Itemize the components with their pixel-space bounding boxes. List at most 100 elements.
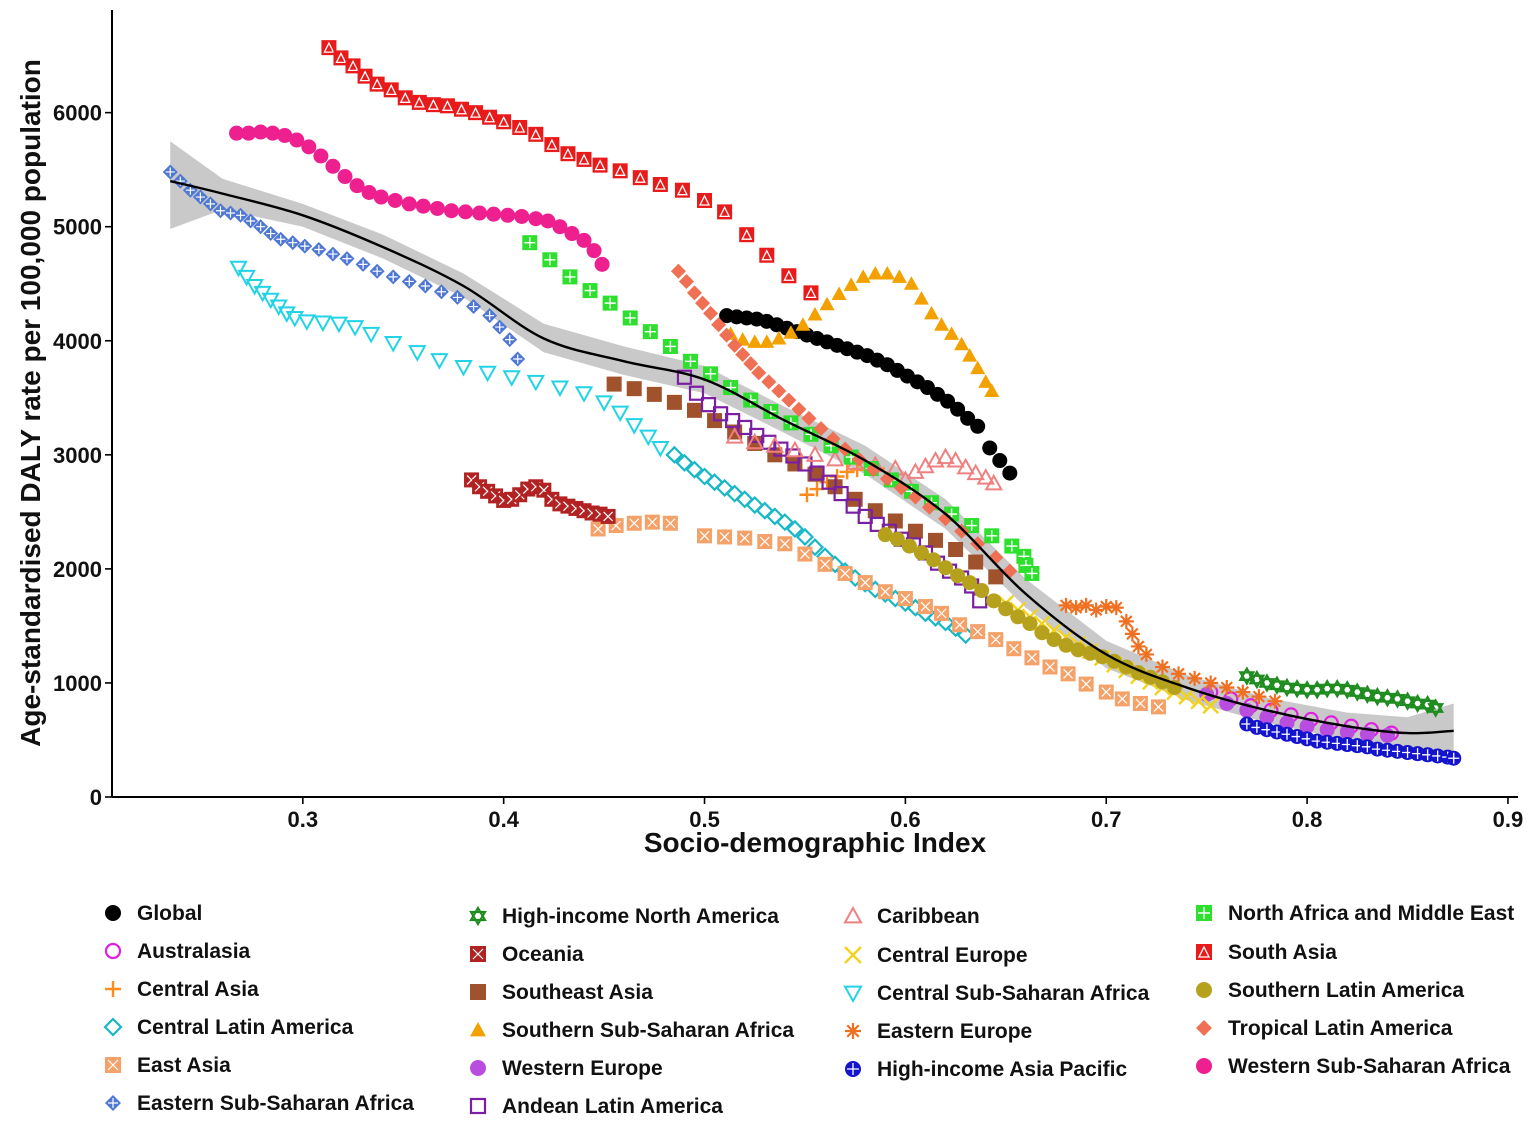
data-point bbox=[757, 534, 773, 550]
data-point bbox=[821, 474, 837, 490]
data-point bbox=[337, 169, 353, 185]
data-point bbox=[1132, 695, 1148, 711]
data-point bbox=[576, 232, 592, 248]
data-point bbox=[253, 219, 269, 235]
data-point bbox=[202, 196, 218, 212]
data-point bbox=[759, 247, 775, 263]
data-point bbox=[1034, 625, 1050, 641]
data-point bbox=[1010, 609, 1026, 625]
legend-label: Southern Latin America bbox=[1228, 979, 1464, 1002]
data-point bbox=[877, 527, 893, 543]
data-point bbox=[1339, 724, 1355, 740]
data-point bbox=[785, 519, 804, 539]
data-point bbox=[1006, 641, 1022, 657]
data-point bbox=[662, 338, 678, 354]
legend-marker bbox=[845, 1023, 861, 1039]
data-point bbox=[675, 453, 694, 472]
legend-label: Western Sub-Saharan Africa bbox=[1228, 1055, 1511, 1078]
data-point bbox=[982, 440, 998, 456]
data-point bbox=[950, 401, 966, 417]
x-axis-title: Socio-demographic Index bbox=[644, 827, 987, 858]
data-point bbox=[1078, 676, 1094, 692]
legend-marker bbox=[845, 1061, 861, 1077]
data-point bbox=[610, 405, 630, 423]
data-point bbox=[839, 464, 855, 480]
data-point bbox=[670, 263, 686, 279]
data-point bbox=[1004, 538, 1020, 554]
data-point bbox=[1002, 465, 1018, 481]
data-point bbox=[903, 276, 919, 290]
legend-label: Central Europe bbox=[877, 944, 1028, 967]
data-point bbox=[528, 126, 544, 142]
data-point bbox=[801, 410, 817, 426]
legend-item: Andean Latin America bbox=[469, 1095, 723, 1118]
data-point bbox=[703, 305, 719, 321]
data-point bbox=[626, 381, 642, 397]
legend-marker bbox=[105, 905, 121, 921]
data-point bbox=[891, 269, 907, 283]
data-point bbox=[761, 374, 777, 390]
legend-label: Tropical Latin America bbox=[1228, 1017, 1453, 1040]
legend-item: North Africa and Middle East bbox=[1196, 902, 1514, 925]
y-tick-label: 1000 bbox=[53, 671, 102, 696]
trend-line-layer bbox=[169, 179, 1454, 735]
data-point bbox=[1046, 632, 1062, 648]
data-point bbox=[401, 273, 417, 289]
data-point bbox=[797, 546, 813, 562]
data-point bbox=[865, 462, 881, 478]
legend-marker bbox=[1196, 1020, 1212, 1036]
data-point bbox=[1088, 602, 1104, 618]
legend-marker bbox=[843, 905, 863, 924]
data-point bbox=[454, 360, 473, 377]
data-point bbox=[1078, 597, 1094, 613]
data-point bbox=[325, 158, 341, 174]
series-18 bbox=[321, 40, 819, 301]
data-point bbox=[700, 397, 717, 413]
data-point bbox=[233, 207, 249, 223]
data-point bbox=[966, 463, 985, 481]
data-point bbox=[522, 235, 538, 251]
data-point bbox=[229, 260, 248, 278]
legend-label: Central Sub-Saharan Africa bbox=[877, 982, 1150, 1005]
legend-item: Southern Sub-Saharan Africa bbox=[470, 1019, 794, 1042]
data-point bbox=[429, 200, 445, 216]
data-point bbox=[970, 624, 986, 640]
data-point bbox=[978, 374, 994, 388]
data-point bbox=[1203, 675, 1219, 691]
data-point bbox=[1058, 637, 1074, 653]
data-point bbox=[857, 575, 873, 591]
data-point bbox=[651, 440, 670, 458]
data-point bbox=[1042, 659, 1058, 675]
data-point bbox=[229, 125, 245, 141]
legend-item: Southern Latin America bbox=[1196, 979, 1464, 1002]
legend-label: Western Europe bbox=[502, 1057, 663, 1080]
data-point bbox=[273, 231, 289, 247]
data-point bbox=[526, 374, 546, 392]
data-point bbox=[468, 105, 484, 121]
data-point bbox=[988, 632, 1004, 648]
data-point bbox=[938, 511, 954, 527]
data-point bbox=[674, 182, 690, 198]
data-point bbox=[907, 523, 923, 539]
data-point bbox=[666, 394, 682, 410]
data-point bbox=[1024, 650, 1040, 666]
data-point bbox=[430, 353, 449, 370]
data-point bbox=[652, 177, 668, 193]
data-point bbox=[917, 599, 933, 615]
data-point bbox=[1267, 693, 1283, 709]
y-axis-title: Age-standardised DALY rate per 100,000 p… bbox=[15, 59, 46, 747]
data-point bbox=[805, 445, 825, 462]
data-point bbox=[960, 410, 976, 426]
data-point bbox=[1108, 600, 1124, 616]
data-point bbox=[277, 127, 293, 143]
data-point bbox=[934, 317, 950, 331]
data-point bbox=[478, 365, 497, 383]
data-point bbox=[799, 487, 815, 503]
data-point bbox=[781, 392, 797, 408]
series-layer bbox=[162, 40, 1462, 766]
data-point bbox=[825, 449, 845, 467]
legend-marker bbox=[103, 1017, 123, 1037]
series-16 bbox=[1239, 716, 1462, 766]
data-point bbox=[411, 94, 427, 110]
data-point bbox=[1251, 689, 1267, 705]
